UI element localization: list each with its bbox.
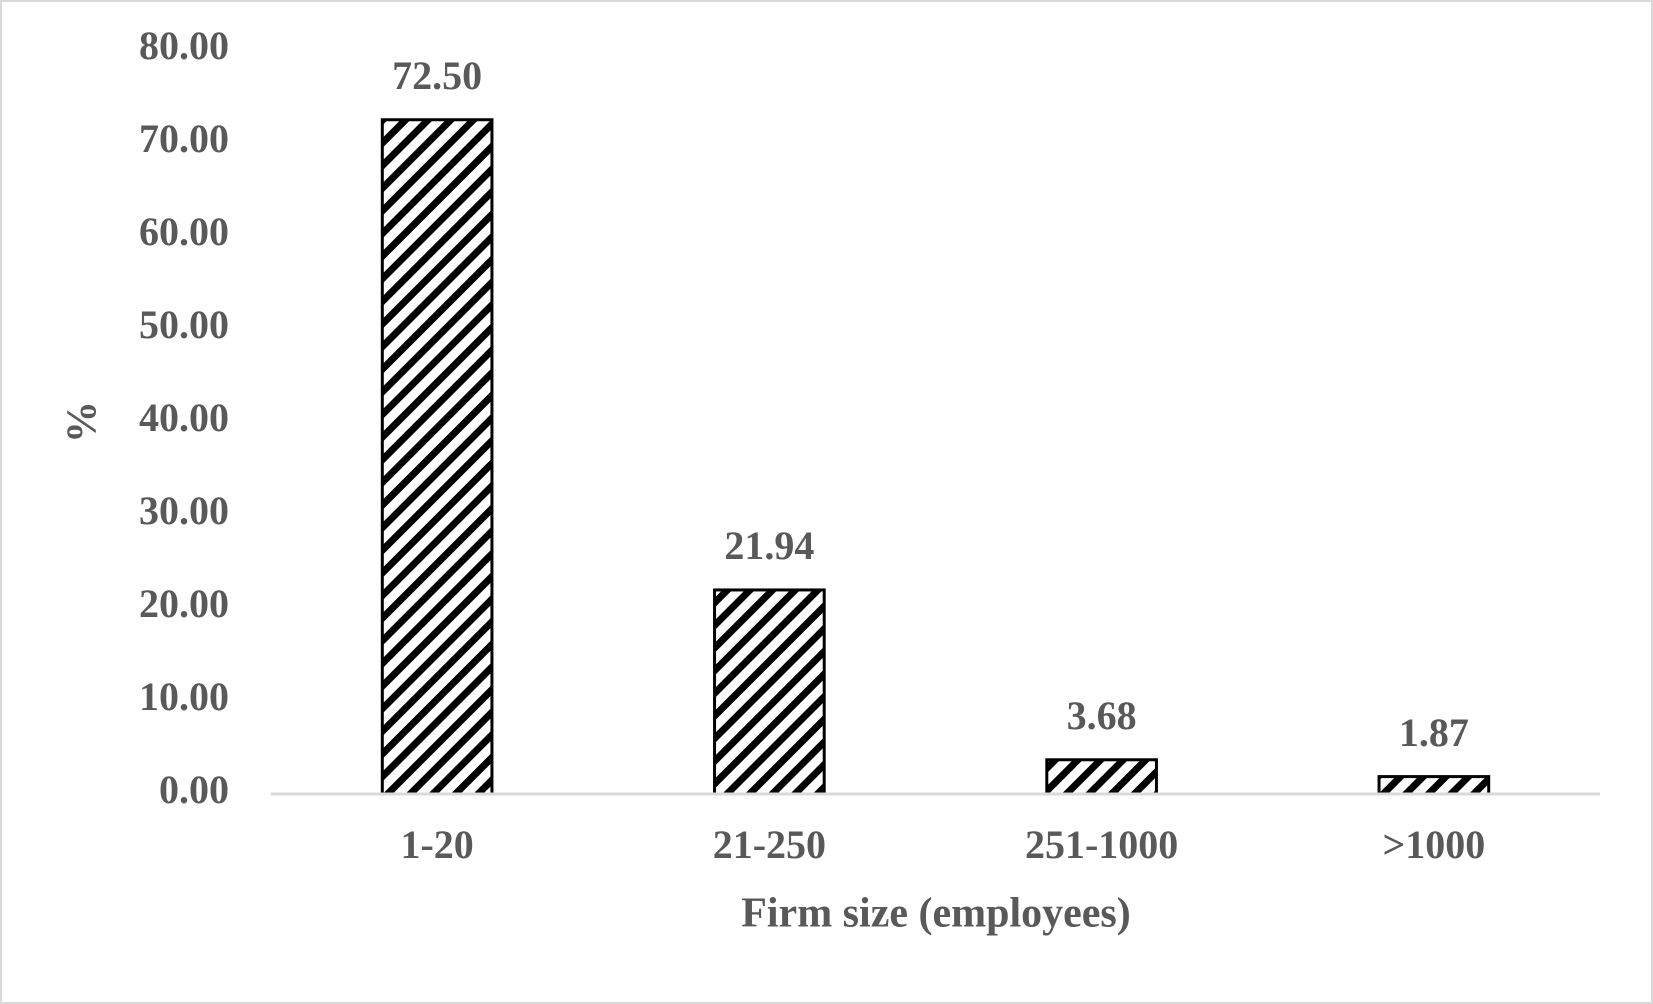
x-axis-title: Firm size (employees) [741,891,1131,937]
y-tick-label: 0.00 [159,767,229,812]
y-tick-label: 50.00 [139,302,229,347]
value-label: 1.87 [1399,710,1469,755]
x-tick-label: 251-1000 [1025,822,1178,867]
y-tick-label: 70.00 [139,116,229,161]
y-tick-label: 40.00 [139,395,229,440]
y-axis-title: % [60,401,106,443]
x-tick-label: 21-250 [713,822,826,867]
x-tick-label: 1-20 [400,822,473,867]
value-label: 72.50 [392,53,482,98]
bar [1377,775,1491,796]
x-tick-label: >1000 [1382,822,1485,867]
bar [380,118,494,796]
y-tick-label: 30.00 [139,488,229,533]
y-tick-label: 20.00 [139,581,229,626]
y-tick-label: 60.00 [139,209,229,254]
value-label: 21.94 [724,523,814,568]
bar [1045,758,1158,796]
y-tick-label: 80.00 [139,23,229,68]
y-tick-label: 10.00 [139,674,229,719]
value-label: 3.68 [1067,693,1137,738]
bar [713,588,826,796]
